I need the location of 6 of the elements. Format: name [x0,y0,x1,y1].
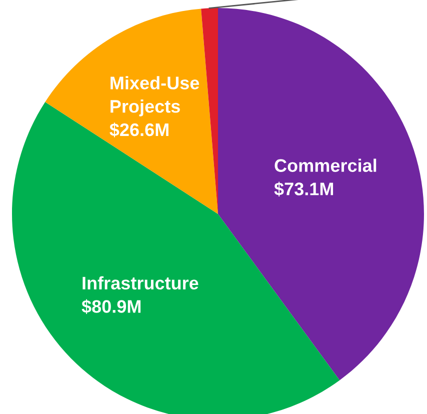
slice-label: Infrastructure [82,276,198,290]
data-label: $26.6M [110,122,168,138]
data-label: $80.9M [82,299,141,314]
data-label: $73.1M [274,182,334,196]
slice-label: Commercial [274,158,376,172]
slice-label: Mixed-Use Projects [110,76,200,116]
